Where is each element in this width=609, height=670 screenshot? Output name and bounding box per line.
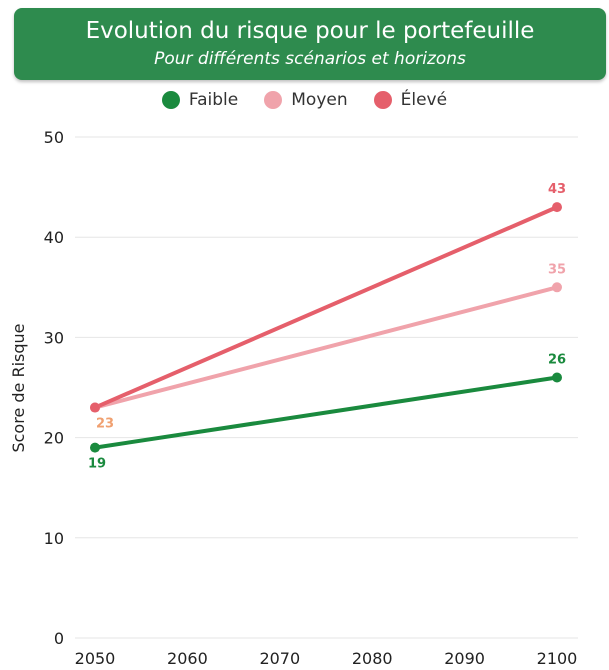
legend-item-moyen[interactable]: Moyen [264,90,348,110]
legend-item-eleve[interactable]: Élevé [373,90,448,110]
legend: Faible Moyen Élevé [0,86,609,114]
y-tick-label-0: 0 [54,629,64,648]
y-axis-ticks: 0 10 20 30 40 50 [44,128,64,648]
series-line-moyen [93,285,559,410]
legend-dot-moyen [264,91,283,109]
chart-title: Evolution du risque pour le portefeuille [85,18,535,44]
legend-dot-eleve [373,91,392,109]
data-label-faible-2050: 19 [88,457,106,472]
x-tick-label-2070: 2070 [259,649,300,668]
chart-header: Evolution du risque pour le portefeuille… [14,8,606,80]
legend-label-eleve: Élevé [400,90,448,110]
y-tick-label-40: 40 [44,228,64,247]
x-tick-label-2090: 2090 [444,649,485,668]
point-moyen-2100 [552,282,562,293]
point-eleve-2100 [552,202,562,213]
x-axis-ticks: 2050 2060 2070 2080 2090 2100 [75,649,578,668]
x-tick-label-2050: 2050 [75,649,116,668]
legend-dot-faible [161,91,180,109]
series-line-eleve [93,205,559,410]
x-tick-label-2100: 2100 [537,649,578,668]
data-label-eleve-2100: 43 [548,182,566,197]
y-axis-title: Score de Risque [9,323,28,452]
data-label-moyen-2100: 35 [548,262,566,277]
legend-item-faible[interactable]: Faible [161,90,239,110]
x-tick-label-2060: 2060 [167,649,208,668]
x-tick-label-2080: 2080 [352,649,393,668]
y-tick-label-30: 30 [44,328,64,347]
chart-subtitle: Pour différents scénarios et horizons [154,49,466,69]
point-eleve-2050 [90,402,100,413]
data-label-moyen-2050: 23 [96,417,114,432]
series-lines [93,205,559,450]
y-tick-label-20: 20 [44,429,64,448]
data-label-faible-2100: 26 [548,352,566,367]
series-line-faible [93,375,559,450]
point-faible-2100 [552,372,562,383]
data-labels: 19 26 23 35 43 [88,182,566,471]
legend-label-faible: Faible [188,90,239,110]
y-tick-label-10: 10 [44,529,64,548]
legend-label-moyen: Moyen [291,90,348,110]
gridlines [75,136,578,639]
series-points [90,202,562,453]
point-faible-2050 [90,442,100,453]
y-tick-label-50: 50 [44,128,64,147]
